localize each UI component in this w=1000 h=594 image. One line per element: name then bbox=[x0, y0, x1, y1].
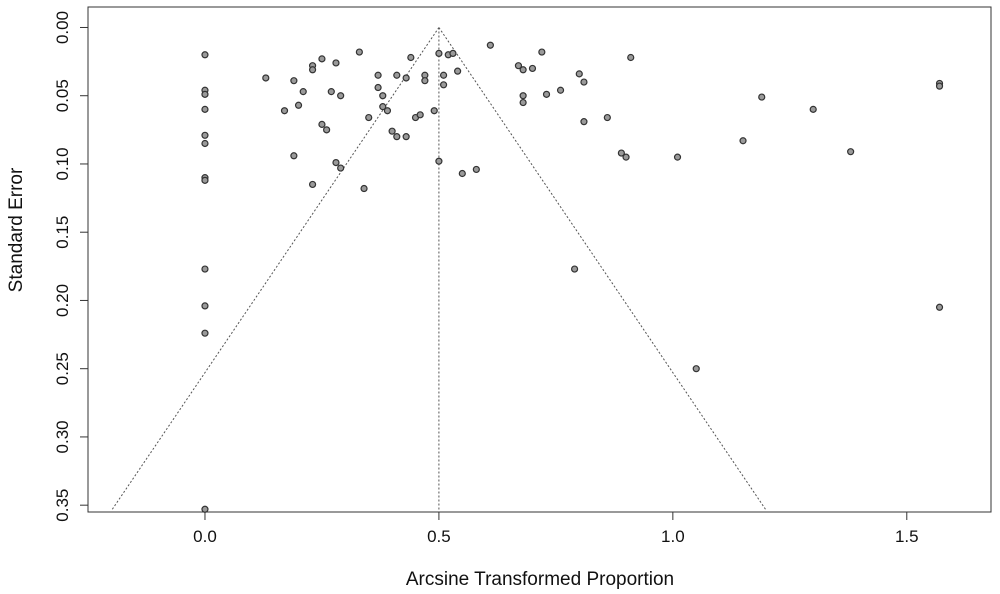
data-point bbox=[318, 55, 326, 63]
data-point bbox=[570, 265, 579, 273]
data-point bbox=[201, 505, 209, 513]
x-axis-title: Arcsine Transformed Proportion bbox=[406, 569, 674, 590]
data-point bbox=[402, 133, 410, 141]
data-point bbox=[383, 107, 392, 115]
data-point bbox=[201, 105, 209, 113]
data-point bbox=[519, 92, 527, 100]
x-tick-label: 0.0 bbox=[193, 527, 217, 546]
data-point bbox=[201, 265, 209, 273]
data-point bbox=[486, 41, 494, 49]
data-point bbox=[332, 59, 340, 67]
data-point bbox=[201, 176, 209, 184]
y-axis: 0.00 0.05 0.10 0.15 0.20 0.25 0.30 0.35 bbox=[53, 11, 89, 522]
data-point bbox=[201, 90, 209, 98]
data-point bbox=[290, 77, 298, 85]
x-tick-label: 1.0 bbox=[661, 527, 685, 546]
data-point bbox=[542, 90, 551, 98]
data-point bbox=[435, 157, 443, 165]
data-point bbox=[393, 133, 401, 141]
data-point bbox=[454, 67, 462, 75]
data-point bbox=[673, 153, 682, 161]
x-axis: 0.0 0.5 1.0 1.5 bbox=[193, 511, 919, 546]
y-tick-label: 0.35 bbox=[53, 489, 72, 522]
data-point bbox=[393, 71, 401, 79]
data-point bbox=[421, 77, 429, 85]
x-tick-label: 1.5 bbox=[895, 527, 919, 546]
data-point bbox=[580, 78, 588, 86]
data-point bbox=[201, 302, 209, 310]
data-point bbox=[262, 74, 270, 82]
data-point bbox=[622, 153, 630, 161]
data-point bbox=[337, 92, 345, 100]
data-point bbox=[201, 139, 209, 148]
data-point bbox=[514, 62, 523, 70]
data-point bbox=[519, 98, 527, 107]
data-point bbox=[847, 148, 855, 156]
data-point bbox=[739, 137, 747, 145]
data-point bbox=[360, 184, 368, 193]
y-tick-label: 0.20 bbox=[53, 284, 72, 317]
data-point bbox=[472, 165, 480, 174]
data-point bbox=[201, 329, 209, 337]
data-point bbox=[416, 111, 424, 119]
y-tick-label: 0.10 bbox=[53, 147, 72, 180]
y-tick-label: 0.05 bbox=[53, 79, 72, 112]
y-tick-label: 0.00 bbox=[53, 11, 72, 44]
y-tick-label: 0.25 bbox=[53, 352, 72, 385]
data-point bbox=[935, 303, 944, 311]
funnel-right-line bbox=[438, 27, 767, 511]
data-point bbox=[627, 53, 635, 62]
plot-frame bbox=[87, 6, 992, 513]
data-point bbox=[439, 71, 448, 79]
data-point bbox=[201, 131, 209, 139]
data-point bbox=[580, 118, 588, 126]
data-point bbox=[575, 70, 583, 78]
data-point bbox=[556, 86, 565, 94]
data-point bbox=[294, 101, 303, 109]
data-points bbox=[201, 41, 944, 513]
y-axis-title: Standard Error bbox=[6, 167, 27, 292]
data-point bbox=[308, 66, 317, 74]
data-point bbox=[458, 169, 466, 178]
data-point bbox=[201, 51, 209, 59]
data-point bbox=[603, 113, 611, 122]
data-point bbox=[449, 49, 457, 58]
data-point bbox=[935, 82, 944, 90]
data-point bbox=[337, 164, 345, 172]
data-point bbox=[439, 81, 448, 89]
data-point bbox=[617, 149, 625, 157]
data-point bbox=[388, 127, 396, 135]
data-point bbox=[365, 113, 373, 122]
data-point bbox=[332, 158, 340, 167]
data-point bbox=[538, 48, 546, 56]
data-point bbox=[379, 92, 387, 100]
data-point bbox=[407, 53, 415, 62]
y-tick-label: 0.30 bbox=[53, 420, 72, 453]
data-point bbox=[430, 107, 438, 115]
data-point bbox=[290, 152, 298, 160]
data-point bbox=[519, 66, 527, 74]
data-point bbox=[308, 180, 317, 189]
data-point bbox=[374, 71, 382, 79]
x-tick-label: 0.5 bbox=[427, 527, 451, 546]
data-point bbox=[280, 107, 289, 115]
data-point bbox=[379, 103, 387, 111]
data-point bbox=[318, 120, 326, 128]
funnel-lines bbox=[110, 27, 767, 511]
y-tick-label: 0.15 bbox=[53, 216, 72, 249]
data-point bbox=[528, 64, 537, 73]
data-point bbox=[323, 126, 331, 134]
data-point bbox=[692, 365, 700, 373]
data-point bbox=[809, 105, 817, 113]
funnel-left-line bbox=[110, 27, 440, 511]
data-point bbox=[435, 49, 443, 58]
data-point bbox=[374, 83, 382, 92]
data-point bbox=[355, 48, 363, 56]
data-point bbox=[402, 74, 410, 82]
data-point bbox=[758, 93, 766, 101]
data-point bbox=[327, 88, 335, 96]
data-point bbox=[299, 88, 307, 96]
